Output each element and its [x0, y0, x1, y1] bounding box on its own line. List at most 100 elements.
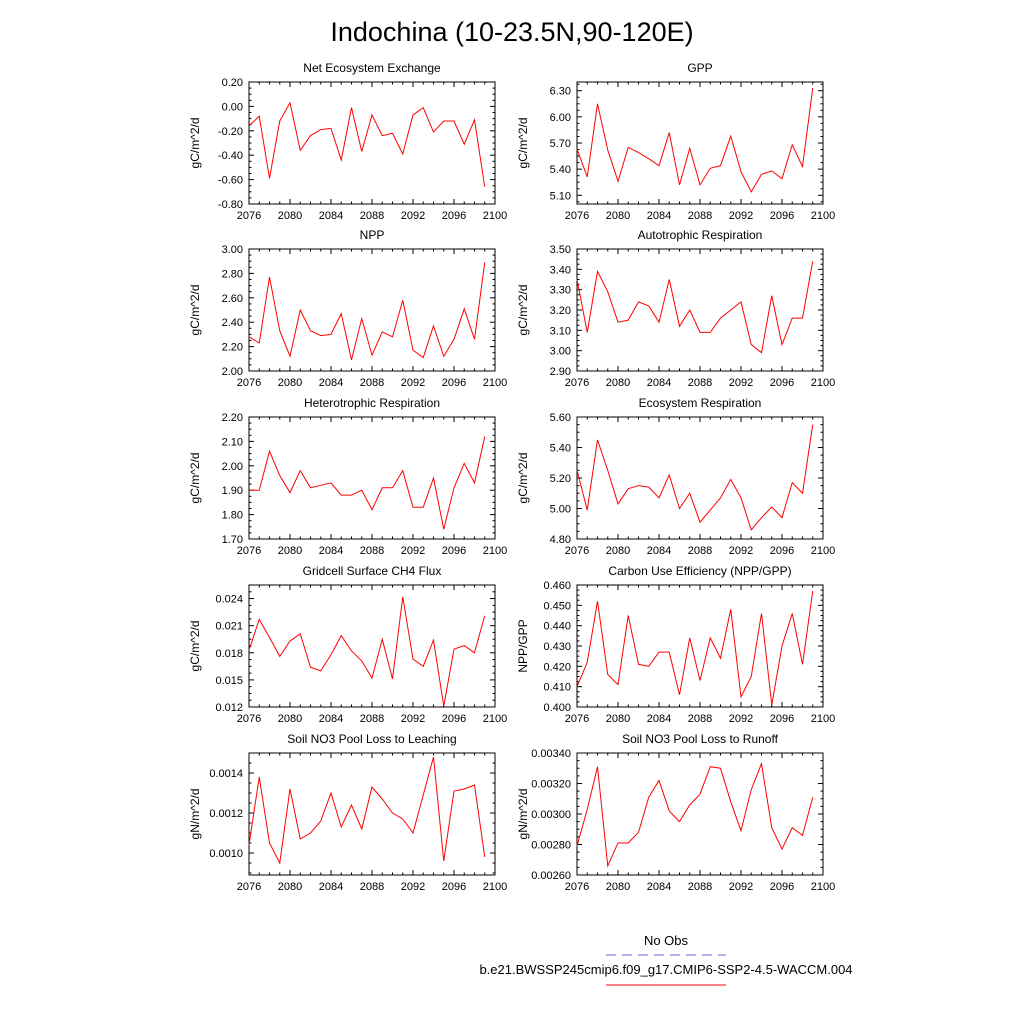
y-tick-label: 0.015: [215, 675, 243, 687]
y-tick-label: 2.20: [222, 342, 243, 354]
chart-panel-3: NPP gC/m^2/d 2076 2080 2084 2088 2092 2096 2100 2…: [188, 228, 507, 389]
y-tick-label: 2.90: [550, 366, 571, 378]
plot-frame: [576, 584, 824, 708]
x-tick-label: 2084: [319, 881, 343, 893]
panel-title: Soil NO3 Pool Loss to Runoff: [622, 732, 779, 746]
x-tick-label: 2088: [688, 545, 712, 557]
y-tick-label: 0.00: [222, 101, 243, 113]
y-tick-label: 0.00260: [531, 870, 571, 882]
x-tick-label: 2084: [319, 377, 343, 389]
y-tick-label: 0.00320: [531, 779, 571, 791]
panel-title: NPP: [360, 228, 385, 242]
x-tick-label: 2088: [688, 713, 712, 725]
plot-frame: [248, 752, 496, 876]
chart-panel-10: Soil NO3 Pool Loss to Runoff gN/m^2/d 2076…: [516, 732, 835, 893]
y-tick-label: 3.00: [222, 244, 243, 256]
x-tick-label: 2084: [647, 545, 671, 557]
x-tick-label: 2100: [811, 881, 835, 893]
y-tick-label: 2.10: [222, 436, 243, 448]
y-tick-label: 5.40: [550, 164, 571, 176]
x-tick-label: 2096: [770, 377, 794, 389]
y-tick-label: 5.10: [550, 190, 571, 202]
x-tick-label: 2096: [442, 881, 466, 893]
x-tick-label: 2100: [483, 881, 507, 893]
y-tick-label: 0.440: [543, 621, 571, 633]
y-tick-label: -0.60: [218, 175, 243, 187]
x-tick-label: 2084: [647, 713, 671, 725]
plot-frame: [248, 584, 496, 708]
x-tick-label: 2092: [401, 545, 425, 557]
y-tick-label: -0.20: [218, 126, 243, 138]
y-tick-label: 0.460: [543, 580, 571, 592]
chart-panel-5: Heterotrophic Respiration gC/m^2/d 2076 208…: [188, 396, 507, 557]
y-tick-label: 0.430: [543, 641, 571, 653]
y-tick-label: 0.400: [543, 702, 571, 714]
panel-title: Ecosystem Respiration: [639, 396, 762, 410]
x-tick-label: 2084: [319, 713, 343, 725]
y-axis-label: gC/m^2/d: [516, 453, 530, 504]
x-tick-label: 2096: [770, 713, 794, 725]
x-tick-label: 2088: [688, 210, 712, 222]
y-tick-label: 0.420: [543, 661, 571, 673]
y-tick-label: 2.00: [222, 366, 243, 378]
panel-title: Soil NO3 Pool Loss to Leaching: [287, 732, 456, 746]
x-tick-label: 2100: [811, 377, 835, 389]
x-tick-label: 2076: [565, 210, 589, 222]
y-axis-label: gN/m^2/d: [516, 789, 530, 840]
x-tick-label: 2076: [565, 713, 589, 725]
legend: No Obs b.e21.BWSSP245cmip6.f09_g17.CMIP6…: [479, 933, 853, 986]
x-tick-label: 2076: [237, 210, 261, 222]
chart-panel-1: Net Ecosystem Exchange gC/m^2/d 2076 2080 20…: [188, 61, 507, 222]
y-tick-label: 5.40: [550, 443, 571, 455]
x-tick-label: 2076: [565, 377, 589, 389]
x-tick-label: 2088: [360, 881, 384, 893]
chart-panel-6: Ecosystem Respiration gC/m^2/d 2076 2080 208…: [516, 396, 835, 557]
y-tick-label: 3.50: [550, 244, 571, 256]
y-tick-label: 3.20: [550, 305, 571, 317]
y-axis-label: gC/m^2/d: [516, 285, 530, 336]
x-tick-label: 2084: [647, 377, 671, 389]
series-line: [576, 261, 814, 354]
x-tick-label: 2092: [401, 713, 425, 725]
x-tick-label: 2080: [278, 210, 302, 222]
series-line: [249, 436, 486, 530]
x-tick-label: 2096: [442, 377, 466, 389]
y-tick-label: 0.021: [215, 621, 243, 633]
y-tick-label: 3.10: [550, 325, 571, 337]
x-tick-label: 2088: [688, 377, 712, 389]
y-tick-label: -0.80: [218, 199, 243, 211]
series-line: [576, 591, 814, 706]
y-tick-label: 5.70: [550, 138, 571, 150]
y-tick-label: 6.00: [550, 112, 571, 124]
x-tick-label: 2084: [319, 210, 343, 222]
x-tick-label: 2100: [483, 713, 507, 725]
y-tick-label: 2.40: [222, 317, 243, 329]
x-tick-label: 2080: [606, 713, 630, 725]
y-tick-label: 0.450: [543, 600, 571, 612]
x-tick-label: 2076: [565, 545, 589, 557]
y-tick-label: 0.0014: [209, 768, 243, 780]
y-tick-label: 0.410: [543, 682, 571, 694]
series-line: [248, 101, 486, 187]
x-tick-label: 2080: [606, 210, 630, 222]
x-tick-label: 2092: [729, 545, 753, 557]
x-tick-label: 2100: [483, 377, 507, 389]
x-tick-label: 2084: [647, 210, 671, 222]
x-tick-label: 2088: [360, 713, 384, 725]
y-tick-label: 0.00300: [531, 809, 571, 821]
y-tick-label: 3.40: [550, 264, 571, 276]
series-line: [248, 262, 486, 361]
y-tick-label: 3.00: [550, 346, 571, 358]
y-tick-label: 0.012: [215, 702, 243, 714]
y-tick-label: 0.0012: [209, 808, 243, 820]
y-tick-label: 2.80: [222, 268, 243, 280]
panel-title: Autotrophic Respiration: [638, 228, 763, 242]
y-tick-label: 3.30: [550, 285, 571, 297]
y-axis-label: gC/m^2/d: [516, 118, 530, 169]
x-tick-label: 2088: [360, 377, 384, 389]
x-tick-label: 2092: [729, 377, 753, 389]
x-tick-label: 2080: [278, 377, 302, 389]
x-tick-label: 2092: [729, 210, 753, 222]
y-tick-label: 5.20: [550, 473, 571, 485]
chart-panel-2: GPP gC/m^2/d 2076 2080 2084 2088 2092 2096 2100 5…: [516, 61, 835, 222]
